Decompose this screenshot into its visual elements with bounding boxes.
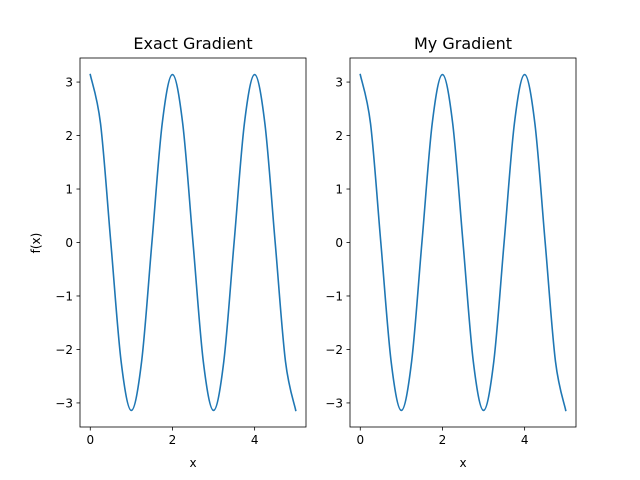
left-y-axis-label: f(x) [29,233,43,254]
left-y-tick-label: −3 [55,396,73,410]
left-subplot: Exact Gradient x f(x) 0 2 4 −3 −2 −1 0 1 2 3 [29,34,307,470]
left-subplot-title: Exact Gradient [133,34,252,53]
left-x-axis-label: x [189,456,196,470]
right-y-tick-label: −3 [325,396,343,410]
right-subplot-title: My Gradient [414,34,512,53]
right-y-tick-label: −2 [325,343,343,357]
right-x-axis-label: x [459,456,466,470]
right-ticks: 0 2 4 −3 −2 −1 0 1 2 3 [325,76,528,447]
right-x-tick-label: 0 [356,433,364,447]
right-x-tick-label: 2 [439,433,447,447]
right-plot-frame [349,57,577,428]
right-y-tick-label: 0 [335,236,343,250]
left-y-tick-label: −1 [55,289,73,303]
right-y-tick-label: 1 [335,183,343,197]
right-y-tick-label: 3 [335,76,343,90]
left-y-tick-label: 2 [65,129,73,143]
left-y-tick-label: −2 [55,343,73,357]
left-x-tick-label: 0 [86,433,94,447]
right-subplot: My Gradient x 0 2 4 −3 −2 −1 0 1 2 3 [325,34,577,470]
left-y-tick-label: 1 [65,183,73,197]
left-x-tick-label: 4 [251,433,259,447]
right-series-line [359,73,567,412]
left-x-tick-label: 2 [169,433,177,447]
right-x-tick-label: 4 [521,433,529,447]
left-y-tick-label: 0 [65,236,73,250]
left-ticks: 0 2 4 −3 −2 −1 0 1 2 3 [55,76,258,447]
left-series-line [89,73,297,412]
left-y-tick-label: 3 [65,76,73,90]
left-plot-frame [79,57,307,428]
right-y-tick-label: −1 [325,289,343,303]
right-y-tick-label: 2 [335,129,343,143]
